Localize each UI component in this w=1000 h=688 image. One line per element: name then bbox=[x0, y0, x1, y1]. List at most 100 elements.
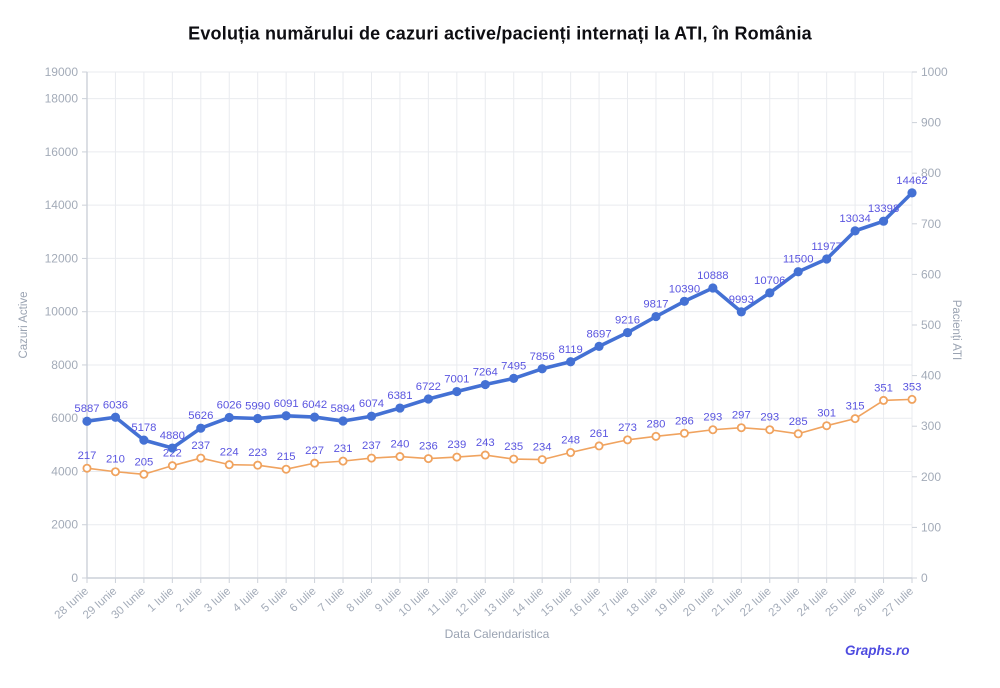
data-point-marker[interactable] bbox=[167, 443, 177, 453]
left-axis-tick-label: 6000 bbox=[51, 411, 78, 425]
data-point-marker[interactable] bbox=[139, 435, 149, 445]
data-point-marker[interactable] bbox=[907, 188, 917, 198]
data-point-marker[interactable] bbox=[82, 463, 92, 473]
data-point-label: 297 bbox=[732, 410, 751, 422]
data-point-marker[interactable] bbox=[708, 425, 718, 435]
data-point-label: 7264 bbox=[473, 367, 498, 379]
data-point-marker[interactable] bbox=[139, 469, 149, 479]
data-point-marker[interactable] bbox=[253, 460, 263, 470]
data-point-marker[interactable] bbox=[281, 411, 291, 421]
data-point-marker[interactable] bbox=[509, 373, 519, 383]
data-point-label: 315 bbox=[846, 401, 865, 413]
right-axis-tick-label: 800 bbox=[921, 166, 941, 180]
data-point-marker[interactable] bbox=[196, 453, 206, 463]
data-point-label: 210 bbox=[106, 454, 125, 466]
data-point-marker[interactable] bbox=[765, 425, 775, 435]
data-point-marker[interactable] bbox=[82, 416, 92, 426]
data-point-marker[interactable] bbox=[822, 254, 832, 264]
left-axis-tick-label: 4000 bbox=[51, 464, 78, 478]
right-axis-tick-label: 700 bbox=[921, 217, 941, 231]
right-axis-tick-label: 500 bbox=[921, 318, 941, 332]
watermark-graphs-ro[interactable]: Graphs.ro bbox=[845, 643, 910, 658]
data-point-marker[interactable] bbox=[224, 460, 234, 470]
data-point-marker[interactable] bbox=[110, 467, 120, 477]
data-point-marker[interactable] bbox=[253, 413, 263, 424]
data-point-marker[interactable] bbox=[423, 454, 433, 464]
data-point-marker[interactable] bbox=[822, 421, 832, 431]
data-point-marker[interactable] bbox=[338, 456, 348, 466]
data-point-label: 7001 bbox=[444, 374, 469, 386]
data-point-marker[interactable] bbox=[793, 267, 803, 277]
x-axis-title: Data Calendaristica bbox=[444, 627, 550, 641]
data-point-label: 8119 bbox=[558, 344, 582, 356]
data-point-marker[interactable] bbox=[850, 414, 860, 424]
data-point-marker[interactable] bbox=[907, 394, 917, 404]
data-point-marker[interactable] bbox=[338, 416, 348, 426]
data-point-label: 9216 bbox=[615, 315, 640, 327]
data-point-marker[interactable] bbox=[850, 226, 860, 236]
data-point-marker[interactable] bbox=[395, 452, 405, 462]
data-point-label: 14462 bbox=[896, 175, 927, 187]
data-point-marker[interactable] bbox=[480, 450, 490, 460]
data-point-marker[interactable] bbox=[480, 379, 490, 390]
data-point-marker[interactable] bbox=[594, 441, 604, 451]
data-point-label: 6091 bbox=[274, 398, 299, 410]
data-point-marker[interactable] bbox=[623, 435, 633, 445]
data-point-label: 217 bbox=[78, 450, 97, 462]
data-point-marker[interactable] bbox=[566, 448, 576, 458]
right-axis-tick-label: 900 bbox=[921, 116, 941, 130]
x-axis-tick-label: 24 Iulie bbox=[795, 585, 831, 619]
x-axis-tick-label: 4 Iulie bbox=[231, 585, 262, 614]
x-axis-tick-label: 10 Iulie bbox=[397, 585, 433, 619]
data-point-marker[interactable] bbox=[736, 307, 746, 317]
data-point-marker[interactable] bbox=[622, 327, 633, 338]
data-point-label: 286 bbox=[675, 415, 694, 427]
data-point-marker[interactable] bbox=[310, 458, 320, 468]
data-point-label: 11500 bbox=[783, 254, 814, 266]
data-point-label: 10390 bbox=[669, 283, 700, 295]
data-point-label: 10706 bbox=[754, 275, 785, 287]
x-axis-tick-label: 27 Iulie bbox=[880, 585, 916, 619]
data-point-marker[interactable] bbox=[566, 357, 576, 367]
data-point-label: 237 bbox=[362, 440, 381, 452]
data-point-marker[interactable] bbox=[196, 423, 206, 433]
data-point-marker[interactable] bbox=[423, 394, 433, 404]
data-point-label: 293 bbox=[760, 412, 779, 424]
data-point-marker[interactable] bbox=[366, 453, 376, 463]
left-axis-tick-label: 14000 bbox=[45, 198, 79, 212]
data-point-label: 222 bbox=[163, 448, 182, 460]
data-point-marker[interactable] bbox=[679, 428, 689, 438]
x-axis-tick-label: 5 Iulie bbox=[259, 585, 290, 614]
data-point-label: 243 bbox=[476, 437, 495, 449]
data-point-marker[interactable] bbox=[879, 395, 889, 405]
x-axis-tick-label: 26 Iulie bbox=[852, 585, 888, 619]
data-point-marker[interactable] bbox=[509, 454, 519, 464]
data-point-marker[interactable] bbox=[679, 296, 690, 306]
data-point-marker[interactable] bbox=[537, 455, 547, 465]
data-point-marker[interactable] bbox=[537, 364, 547, 374]
x-axis-tick-label: 16 Iulie bbox=[567, 585, 603, 619]
data-point-marker[interactable] bbox=[309, 412, 320, 422]
data-point-marker[interactable] bbox=[452, 452, 462, 462]
data-point-marker[interactable] bbox=[224, 412, 234, 423]
data-point-marker[interactable] bbox=[366, 411, 377, 421]
data-point-marker[interactable] bbox=[395, 403, 405, 413]
data-point-marker[interactable] bbox=[452, 386, 462, 397]
data-point-marker[interactable] bbox=[651, 431, 661, 441]
data-point-marker[interactable] bbox=[708, 283, 718, 293]
x-axis-tick-label: 8 Iulie bbox=[345, 585, 376, 614]
data-point-marker[interactable] bbox=[651, 311, 661, 322]
data-point-marker[interactable] bbox=[167, 461, 177, 471]
data-point-marker[interactable] bbox=[793, 429, 803, 439]
data-point-label: 237 bbox=[191, 440, 210, 452]
series-line-pacienti-ati bbox=[86, 398, 913, 476]
data-point-marker[interactable] bbox=[281, 464, 291, 474]
x-axis-tick-label: 14 Iulie bbox=[511, 585, 547, 619]
data-point-marker[interactable] bbox=[594, 341, 604, 351]
data-point-marker[interactable] bbox=[736, 423, 746, 433]
data-point-marker[interactable] bbox=[110, 412, 121, 422]
data-point-label: 261 bbox=[590, 428, 609, 440]
data-point-marker[interactable] bbox=[765, 288, 775, 298]
data-point-marker[interactable] bbox=[878, 216, 889, 226]
